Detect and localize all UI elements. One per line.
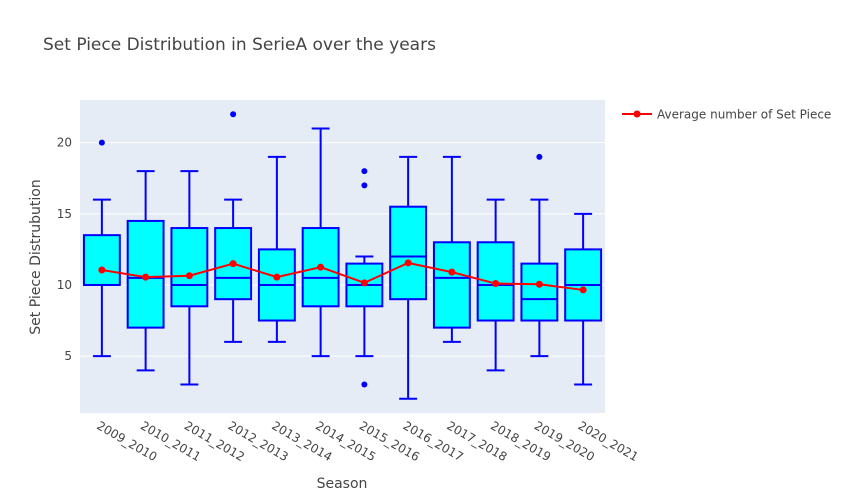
box: [82, 234, 121, 286]
box: [520, 262, 559, 322]
outlier-point: [361, 168, 368, 175]
box-plot: [257, 155, 296, 343]
average-point: [317, 263, 325, 271]
average-point: [579, 286, 587, 294]
y-tick-label: 15: [57, 207, 72, 221]
average-point: [404, 259, 412, 267]
chart-title: Set Piece Distribution in SerieA over th…: [43, 35, 436, 55]
average-point: [448, 268, 456, 276]
y-axis-ticks: 5 10 15 20: [57, 136, 72, 363]
outlier-point: [230, 111, 237, 118]
box-plot: [170, 170, 209, 386]
average-line-series: [98, 259, 587, 294]
outlier-point: [361, 381, 368, 388]
outlier-point: [536, 153, 543, 160]
outlier-point: [361, 182, 368, 189]
x-axis-label: Season: [317, 476, 368, 492]
average-point: [360, 279, 368, 287]
box: [170, 227, 209, 308]
legend-point-marker: [633, 110, 641, 118]
y-tick-label: 20: [57, 136, 72, 150]
average-point: [142, 273, 150, 281]
box-plot: [432, 155, 471, 343]
legend[interactable]: Average number of Set Piece: [622, 108, 831, 122]
x-axis-ticks: 2009_20102010_20112011_20122012_20132013…: [94, 418, 640, 464]
plot-background: [80, 100, 605, 413]
box: [432, 241, 471, 329]
box-plot: [564, 212, 603, 386]
y-tick-label: 5: [64, 349, 72, 363]
y-axis-label: Set Piece Distrubution: [28, 179, 44, 335]
average-point: [229, 260, 237, 268]
average-point: [535, 280, 543, 288]
y-tick-label: 10: [57, 278, 72, 292]
average-line: [101, 261, 584, 291]
box-plot: [389, 155, 428, 400]
box-plot: [520, 153, 559, 358]
average-point: [492, 280, 500, 288]
box: [389, 205, 428, 301]
outlier-point: [98, 139, 105, 146]
average-point: [98, 266, 106, 274]
box-plot: [82, 139, 121, 358]
average-point: [273, 273, 281, 281]
box-plot: [345, 168, 384, 388]
average-point: [185, 272, 193, 280]
gridlines: [80, 142, 605, 357]
legend-label: Average number of Set Piece: [657, 108, 831, 122]
